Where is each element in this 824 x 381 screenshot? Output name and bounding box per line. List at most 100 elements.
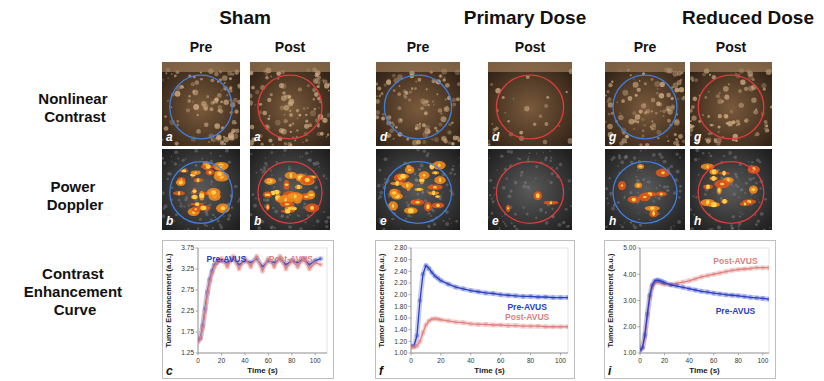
speckle — [728, 151, 732, 155]
flow-core — [195, 202, 199, 206]
speckle — [167, 100, 169, 102]
speckle — [494, 194, 496, 196]
doppler-image — [250, 149, 330, 230]
skin-line — [250, 62, 330, 72]
doppler-image — [376, 149, 460, 230]
speckle — [219, 155, 221, 157]
chart: 1.002.003.004.005.00020406080100Time (s)… — [605, 241, 776, 379]
x-tick-label: 100 — [757, 357, 768, 364]
flow-blob — [710, 176, 718, 180]
speckle — [683, 96, 685, 98]
speckle — [695, 149, 699, 152]
speckle — [219, 109, 224, 114]
speckle — [741, 172, 742, 173]
speckle — [649, 188, 650, 189]
speckle — [408, 98, 411, 101]
image-bg — [605, 149, 685, 230]
flow-blob — [266, 204, 270, 211]
panel-letter: b — [254, 214, 261, 228]
speckle — [419, 123, 421, 125]
speckle — [412, 140, 418, 146]
speckle — [179, 85, 183, 89]
speckle — [679, 156, 681, 158]
flow-core — [643, 196, 647, 198]
speckle — [740, 188, 743, 191]
speckle — [641, 170, 642, 171]
y-tick-label: 1.00 — [623, 349, 636, 356]
x-tick — [664, 353, 665, 356]
speckle — [192, 101, 194, 103]
speckle — [642, 130, 644, 132]
speckle — [719, 92, 721, 94]
speckle — [395, 126, 398, 129]
speckle — [289, 110, 291, 112]
speckle — [171, 186, 174, 189]
speckle — [407, 214, 410, 217]
x-axis — [640, 353, 769, 354]
flow-blob — [263, 192, 272, 198]
y-axis — [411, 248, 412, 353]
speckle — [193, 90, 199, 96]
chart: 1.001.201.401.601.802.002.202.402.602.80… — [376, 241, 575, 379]
y-tick-label: 3.00 — [623, 297, 636, 304]
speckle — [196, 129, 201, 134]
speckle — [254, 104, 256, 106]
speckle — [544, 122, 548, 126]
speckle — [638, 213, 640, 215]
speckle — [708, 91, 710, 93]
speckle — [423, 131, 429, 137]
flow-core — [392, 204, 395, 207]
speckle — [262, 111, 267, 116]
speckle — [426, 88, 428, 90]
speckle — [386, 80, 391, 85]
speckle — [690, 120, 692, 122]
speckle — [232, 133, 238, 139]
speckle — [216, 136, 221, 141]
speckle — [543, 151, 544, 152]
flow-core — [415, 201, 420, 204]
speckle — [260, 142, 263, 145]
speckle — [507, 150, 510, 153]
flow-core — [436, 204, 440, 207]
y-tick — [638, 326, 641, 327]
speckle — [215, 124, 219, 128]
doppler-image — [488, 149, 572, 230]
speckle — [527, 158, 529, 160]
flow-blob — [201, 165, 216, 169]
x-tick — [315, 353, 316, 356]
speckle — [194, 149, 198, 153]
chart-box — [376, 241, 575, 379]
speckle — [647, 180, 650, 183]
speckle — [655, 159, 656, 160]
flow-blob — [287, 192, 302, 200]
speckle — [174, 220, 176, 222]
speckle — [738, 89, 742, 93]
speckle — [261, 220, 264, 223]
speckle — [635, 94, 638, 97]
speckle — [305, 120, 308, 123]
image-bg — [690, 62, 772, 146]
speckle — [724, 94, 729, 99]
speckle — [455, 220, 458, 223]
speckle — [288, 167, 291, 170]
speckle — [445, 222, 449, 226]
speckle — [633, 82, 639, 88]
speckle — [409, 203, 411, 205]
speckle — [677, 220, 681, 224]
speckle — [752, 177, 754, 179]
speckle — [270, 75, 272, 77]
legend-label: Pre-AVUS — [207, 254, 247, 264]
chart-box — [605, 241, 776, 379]
speckle — [549, 151, 551, 153]
speckle — [744, 118, 748, 122]
speckle — [451, 223, 452, 224]
flow-core — [308, 194, 313, 196]
speckle — [624, 156, 628, 160]
speckle — [445, 83, 450, 88]
speckle — [520, 171, 523, 174]
speckle — [420, 163, 424, 167]
speckle — [317, 85, 320, 88]
speckle — [618, 115, 624, 121]
speckle — [376, 99, 380, 104]
speckle — [723, 155, 725, 157]
